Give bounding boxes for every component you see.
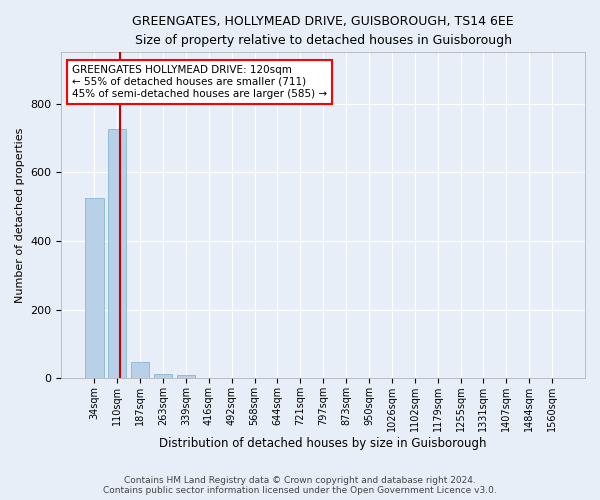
Text: GREENGATES HOLLYMEAD DRIVE: 120sqm
← 55% of detached houses are smaller (711)
45: GREENGATES HOLLYMEAD DRIVE: 120sqm ← 55%… <box>72 66 327 98</box>
Y-axis label: Number of detached properties: Number of detached properties <box>15 128 25 303</box>
Bar <box>131 362 149 378</box>
Bar <box>154 374 172 378</box>
Bar <box>108 129 127 378</box>
Text: Contains HM Land Registry data © Crown copyright and database right 2024.
Contai: Contains HM Land Registry data © Crown c… <box>103 476 497 495</box>
X-axis label: Distribution of detached houses by size in Guisborough: Distribution of detached houses by size … <box>160 437 487 450</box>
Bar <box>177 375 195 378</box>
Bar <box>85 198 104 378</box>
Title: GREENGATES, HOLLYMEAD DRIVE, GUISBOROUGH, TS14 6EE
Size of property relative to : GREENGATES, HOLLYMEAD DRIVE, GUISBOROUGH… <box>133 15 514 47</box>
